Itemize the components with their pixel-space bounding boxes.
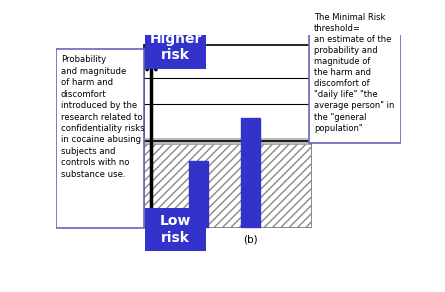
Text: (a): (a) (191, 234, 206, 244)
Bar (189, 161, 208, 227)
Bar (144, 45, 311, 227)
Bar (146, 25, 206, 69)
Text: Low
risk: Low risk (160, 214, 191, 245)
Bar (146, 208, 206, 251)
Bar (144, 138, 311, 144)
Text: Higher
risk: Higher risk (149, 32, 202, 62)
Bar (309, 8, 400, 143)
Text: Probability
and magnitude
of harm and
discomfort
introduced by the
research rela: Probability and magnitude of harm and di… (61, 55, 145, 179)
Bar (241, 118, 260, 227)
Text: (b): (b) (243, 234, 258, 244)
Bar (56, 48, 144, 228)
Text: The Minimal Risk
threshold=
an estimate of the
probability and
magnitude of
the : The Minimal Risk threshold= an estimate … (314, 13, 395, 133)
Bar (144, 144, 311, 227)
